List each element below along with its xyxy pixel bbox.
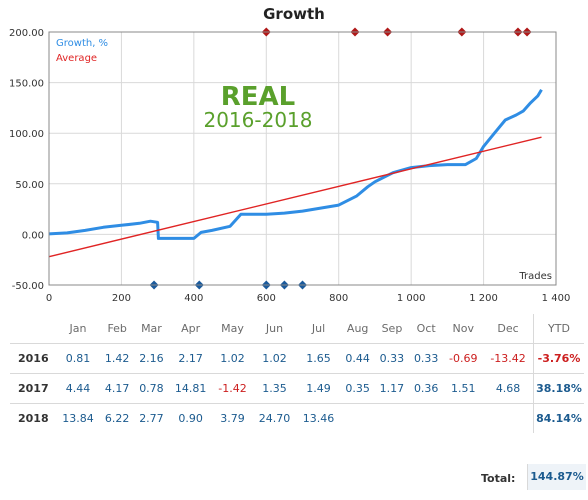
month-value-cell: 0.33 [379, 352, 405, 365]
total-value: 144.87% [527, 464, 586, 490]
chart-title: Growth [263, 5, 325, 23]
month-value-cell: 1.49 [306, 382, 331, 395]
year-cell: 2016 [18, 352, 49, 365]
month-value-cell: 13.46 [302, 412, 335, 425]
y-tick-label: 0.00 [22, 230, 44, 241]
month-value-cell: 4.44 [65, 382, 91, 395]
chart-grid [48, 31, 557, 286]
month-value-cell: 1.17 [379, 382, 405, 395]
y-tick-label: -50.00 [12, 281, 44, 292]
table-corner [10, 314, 56, 344]
month-value-cell: 0.36 [413, 382, 439, 395]
x-tick-label: 1 400 [542, 293, 571, 304]
chart-series [48, 88, 543, 258]
month-value-cell: 0.81 [65, 352, 91, 365]
ytd-cell: 84.14% [533, 403, 584, 433]
growth-line [48, 88, 543, 240]
legend-average: Average [56, 53, 97, 64]
month-value-cell: 0.33 [413, 352, 439, 365]
growth-chart: Growth REAL 2016-2018 -50.00 0.00 50.00 100… [9, 5, 571, 304]
month-value-cell: 0.35 [345, 382, 370, 395]
month-value-cell: 2.16 [139, 352, 164, 365]
x-tick-label: 0 [46, 293, 52, 304]
legend-growth: Growth, % [56, 38, 108, 49]
month-header: Nov [452, 322, 474, 335]
ytd-cell: 38.18% [533, 373, 584, 404]
year-cell: 2018 [18, 412, 49, 425]
y-tick-label: 50.00 [15, 180, 44, 191]
month-header: Oct [416, 322, 436, 335]
month-value-cell: -13.42 [490, 352, 526, 365]
month-header: Jan [69, 322, 87, 335]
month-value-cell: 24.70 [258, 412, 291, 425]
x-tick-label: 400 [184, 293, 203, 304]
month-value-cell: 13.84 [62, 412, 94, 425]
x-tick-label: 200 [112, 293, 131, 304]
month-value-cell [375, 404, 409, 434]
month-header: Aug [346, 322, 369, 335]
month-value-cell [409, 404, 443, 434]
month-value-cell: 14.81 [174, 382, 207, 395]
month-value-cell: 4.68 [495, 382, 521, 395]
month-value-cell: 4.17 [104, 382, 130, 395]
table-header-row: Jan Feb Mar Apr May Jun Jul Aug Sep Oct … [10, 314, 584, 344]
table-row: 2017 4.44 4.17 0.78 14.81 -1.42 1.35 1.49 0.35 1.… [10, 373, 584, 404]
x-tick-label: 1 000 [397, 293, 426, 304]
y-tick-label: 200.00 [9, 28, 44, 39]
plot-frame [48, 31, 557, 286]
month-header: Sep [381, 322, 403, 335]
month-header: Mar [141, 322, 162, 335]
year-cell: 2017 [18, 382, 49, 395]
month-value-cell: 1.02 [262, 352, 287, 365]
month-value-cell [341, 404, 375, 434]
table-row: 2016 0.81 1.42 2.16 2.17 1.02 1.02 1.65 0.44 0.33… [10, 343, 584, 374]
month-value-cell: 0.78 [139, 382, 164, 395]
x-axis-ticks: 0 200 400 600 800 1 000 1 200 1 400 [46, 293, 571, 304]
table-row: 2018 13.84 6.22 2.77 0.90 3.79 24.70 13.46 84.14… [10, 403, 584, 434]
month-value-cell: 1.02 [220, 352, 245, 365]
month-header: Jun [265, 322, 284, 335]
chart-markers [149, 27, 532, 290]
month-value-cell: 2.77 [139, 412, 164, 425]
month-value-cell: 2.17 [178, 352, 203, 365]
month-header: May [221, 322, 244, 335]
month-value-cell: 6.22 [104, 412, 130, 425]
y-axis-ticks: -50.00 0.00 50.00 100.00 150.00 200.00 [9, 28, 44, 292]
total-label: Total: [481, 472, 516, 485]
x-axis-label: Trades [518, 271, 552, 282]
ytd-header: YTD [533, 314, 584, 344]
month-value-cell: 0.90 [178, 412, 203, 425]
x-tick-label: 1 200 [469, 293, 498, 304]
month-value-cell: 1.65 [306, 352, 331, 365]
month-value-cell [483, 404, 533, 434]
month-value-cell: 0.44 [345, 352, 370, 365]
y-tick-label: 100.00 [9, 129, 44, 140]
month-value-cell: 3.79 [220, 412, 245, 425]
month-value-cell: 1.51 [450, 382, 476, 395]
monthly-returns-table: Jan Feb Mar Apr May Jun Jul Aug Sep Oct … [10, 314, 584, 433]
y-tick-label: 150.00 [9, 79, 44, 90]
month-value-cell: 1.35 [262, 382, 287, 395]
chart-legend: Growth, % Average [56, 38, 108, 64]
month-value-cell: 1.42 [104, 352, 130, 365]
watermark-years: 2016-2018 [203, 108, 312, 132]
month-header: Jul [311, 322, 326, 335]
average-line [48, 136, 542, 258]
x-tick-label: 800 [329, 293, 348, 304]
ytd-cell: -3.76% [533, 343, 584, 374]
month-header: Dec [497, 322, 519, 335]
watermark-real: REAL [221, 82, 295, 112]
month-value-cell: -0.69 [449, 352, 478, 365]
x-tick-label: 600 [257, 293, 276, 304]
month-header: Apr [181, 322, 201, 335]
month-value-cell: -1.42 [218, 382, 247, 395]
chart-watermark: REAL 2016-2018 [203, 82, 312, 132]
month-value-cell [443, 404, 483, 434]
month-header: Feb [107, 322, 127, 335]
